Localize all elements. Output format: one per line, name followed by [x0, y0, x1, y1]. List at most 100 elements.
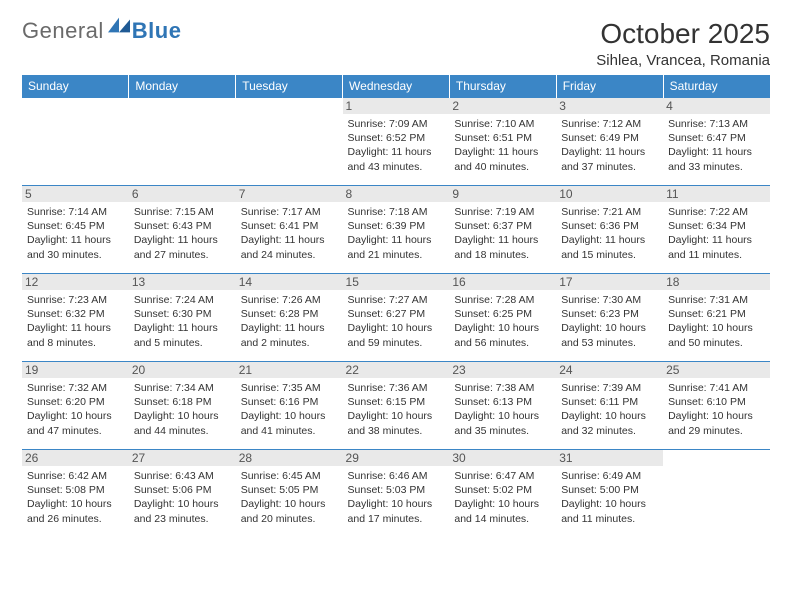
sunset-text: Sunset: 6:16 PM — [241, 395, 338, 409]
sunrise-text: Sunrise: 7:15 AM — [134, 205, 231, 219]
day-number: 7 — [236, 186, 343, 202]
day-details: Sunrise: 7:17 AMSunset: 6:41 PMDaylight:… — [241, 205, 338, 262]
sunset-text: Sunset: 6:27 PM — [348, 307, 445, 321]
day-number: 20 — [129, 362, 236, 378]
day-header: Sunday — [22, 75, 129, 98]
day-header-row: Sunday Monday Tuesday Wednesday Thursday… — [22, 75, 770, 98]
day-number: 5 — [22, 186, 129, 202]
daylight-text: Daylight: 11 hours and 33 minutes. — [668, 145, 765, 173]
week-row: 19Sunrise: 7:32 AMSunset: 6:20 PMDayligh… — [22, 362, 770, 450]
sunrise-text: Sunrise: 7:31 AM — [668, 293, 765, 307]
sunset-text: Sunset: 6:43 PM — [134, 219, 231, 233]
day-cell: 31Sunrise: 6:49 AMSunset: 5:00 PMDayligh… — [556, 450, 663, 538]
sunrise-text: Sunrise: 6:46 AM — [348, 469, 445, 483]
day-cell: 8Sunrise: 7:18 AMSunset: 6:39 PMDaylight… — [343, 186, 450, 274]
sunrise-text: Sunrise: 6:47 AM — [454, 469, 551, 483]
daylight-text: Daylight: 10 hours and 17 minutes. — [348, 497, 445, 525]
sunrise-text: Sunrise: 6:42 AM — [27, 469, 124, 483]
daylight-text: Daylight: 10 hours and 59 minutes. — [348, 321, 445, 349]
day-details: Sunrise: 7:30 AMSunset: 6:23 PMDaylight:… — [561, 293, 658, 350]
sunrise-text: Sunrise: 7:26 AM — [241, 293, 338, 307]
sunrise-text: Sunrise: 7:12 AM — [561, 117, 658, 131]
sunset-text: Sunset: 6:21 PM — [668, 307, 765, 321]
day-number: 25 — [663, 362, 770, 378]
brand-logo: General Blue — [22, 18, 181, 44]
sunrise-text: Sunrise: 7:35 AM — [241, 381, 338, 395]
daylight-text: Daylight: 11 hours and 2 minutes. — [241, 321, 338, 349]
sunset-text: Sunset: 5:02 PM — [454, 483, 551, 497]
day-cell: 3Sunrise: 7:12 AMSunset: 6:49 PMDaylight… — [556, 98, 663, 186]
sunrise-text: Sunrise: 6:49 AM — [561, 469, 658, 483]
daylight-text: Daylight: 11 hours and 30 minutes. — [27, 233, 124, 261]
day-cell: 6 Sunrise: 7:15 AMSunset: 6:43 PMDaylight… — [129, 186, 236, 274]
sunset-text: Sunset: 6:36 PM — [561, 219, 658, 233]
day-details: Sunrise: 6:49 AMSunset: 5:00 PMDaylight:… — [561, 469, 658, 526]
daylight-text: Daylight: 11 hours and 27 minutes. — [134, 233, 231, 261]
sunrise-text: Sunrise: 7:34 AM — [134, 381, 231, 395]
day-details: Sunrise: 7:34 AMSunset: 6:18 PMDaylight:… — [134, 381, 231, 438]
day-details: Sunrise: 6:42 AMSunset: 5:08 PMDaylight:… — [27, 469, 124, 526]
day-number: 29 — [343, 450, 450, 466]
day-number: 27 — [129, 450, 236, 466]
day-cell: 9Sunrise: 7:19 AMSunset: 6:37 PMDaylight… — [449, 186, 556, 274]
sunrise-text: Sunrise: 7:41 AM — [668, 381, 765, 395]
day-details: Sunrise: 7:21 AMSunset: 6:36 PMDaylight:… — [561, 205, 658, 262]
sunrise-text: Sunrise: 7:30 AM — [561, 293, 658, 307]
sunset-text: Sunset: 6:18 PM — [134, 395, 231, 409]
sunset-text: Sunset: 6:51 PM — [454, 131, 551, 145]
sunset-text: Sunset: 6:37 PM — [454, 219, 551, 233]
day-cell: 10Sunrise: 7:21 AMSunset: 6:36 PMDayligh… — [556, 186, 663, 274]
day-details: Sunrise: 7:31 AMSunset: 6:21 PMDaylight:… — [668, 293, 765, 350]
sunset-text: Sunset: 6:34 PM — [668, 219, 765, 233]
daylight-text: Daylight: 11 hours and 15 minutes. — [561, 233, 658, 261]
sunrise-text: Sunrise: 7:13 AM — [668, 117, 765, 131]
day-cell — [663, 450, 770, 538]
day-cell: 21Sunrise: 7:35 AMSunset: 6:16 PMDayligh… — [236, 362, 343, 450]
day-header: Friday — [556, 75, 663, 98]
day-cell: 4Sunrise: 7:13 AMSunset: 6:47 PMDaylight… — [663, 98, 770, 186]
sunset-text: Sunset: 6:28 PM — [241, 307, 338, 321]
day-header: Saturday — [663, 75, 770, 98]
day-details: Sunrise: 7:39 AMSunset: 6:11 PMDaylight:… — [561, 381, 658, 438]
daylight-text: Daylight: 10 hours and 11 minutes. — [561, 497, 658, 525]
day-number: 14 — [236, 274, 343, 290]
sunrise-text: Sunrise: 7:36 AM — [348, 381, 445, 395]
day-number: 11 — [663, 186, 770, 202]
day-number: 26 — [22, 450, 129, 466]
day-header: Wednesday — [343, 75, 450, 98]
sunrise-text: Sunrise: 7:28 AM — [454, 293, 551, 307]
day-details: Sunrise: 7:10 AMSunset: 6:51 PMDaylight:… — [454, 117, 551, 174]
day-cell: 24Sunrise: 7:39 AMSunset: 6:11 PMDayligh… — [556, 362, 663, 450]
day-details: Sunrise: 7:14 AMSunset: 6:45 PMDaylight:… — [27, 205, 124, 262]
day-number: 3 — [556, 98, 663, 114]
day-cell — [236, 98, 343, 186]
daylight-text: Daylight: 11 hours and 8 minutes. — [27, 321, 124, 349]
daylight-text: Daylight: 10 hours and 23 minutes. — [134, 497, 231, 525]
day-number: 2 — [449, 98, 556, 114]
daylight-text: Daylight: 10 hours and 41 minutes. — [241, 409, 338, 437]
day-details: Sunrise: 7:18 AMSunset: 6:39 PMDaylight:… — [348, 205, 445, 262]
calendar-head: Sunday Monday Tuesday Wednesday Thursday… — [22, 75, 770, 98]
daylight-text: Daylight: 10 hours and 35 minutes. — [454, 409, 551, 437]
day-details: Sunrise: 7:23 AMSunset: 6:32 PMDaylight:… — [27, 293, 124, 350]
day-details: Sunrise: 7:28 AMSunset: 6:25 PMDaylight:… — [454, 293, 551, 350]
sunrise-text: Sunrise: 7:27 AM — [348, 293, 445, 307]
daylight-text: Daylight: 10 hours and 53 minutes. — [561, 321, 658, 349]
day-number: 9 — [449, 186, 556, 202]
day-cell: 14 Sunrise: 7:26 AMSunset: 6:28 PMDayligh… — [236, 274, 343, 362]
sunset-text: Sunset: 5:03 PM — [348, 483, 445, 497]
week-row: 12Sunrise: 7:23 AMSunset: 6:32 PMDayligh… — [22, 274, 770, 362]
day-number: 23 — [449, 362, 556, 378]
month-title: October 2025 — [596, 18, 770, 50]
day-number: 1 — [343, 98, 450, 114]
sunset-text: Sunset: 5:00 PM — [561, 483, 658, 497]
week-row: 26 Sunrise: 6:42 AMSunset: 5:08 PMDayligh… — [22, 450, 770, 538]
day-header: Monday — [129, 75, 236, 98]
sunset-text: Sunset: 6:11 PM — [561, 395, 658, 409]
sunrise-text: Sunrise: 6:45 AM — [241, 469, 338, 483]
day-details: Sunrise: 6:47 AMSunset: 5:02 PMDaylight:… — [454, 469, 551, 526]
day-number: 6 — [129, 186, 236, 202]
daylight-text: Daylight: 11 hours and 5 minutes. — [134, 321, 231, 349]
day-cell: 20 Sunrise: 7:34 AMSunset: 6:18 PMDayligh… — [129, 362, 236, 450]
day-details: Sunrise: 6:46 AMSunset: 5:03 PMDaylight:… — [348, 469, 445, 526]
